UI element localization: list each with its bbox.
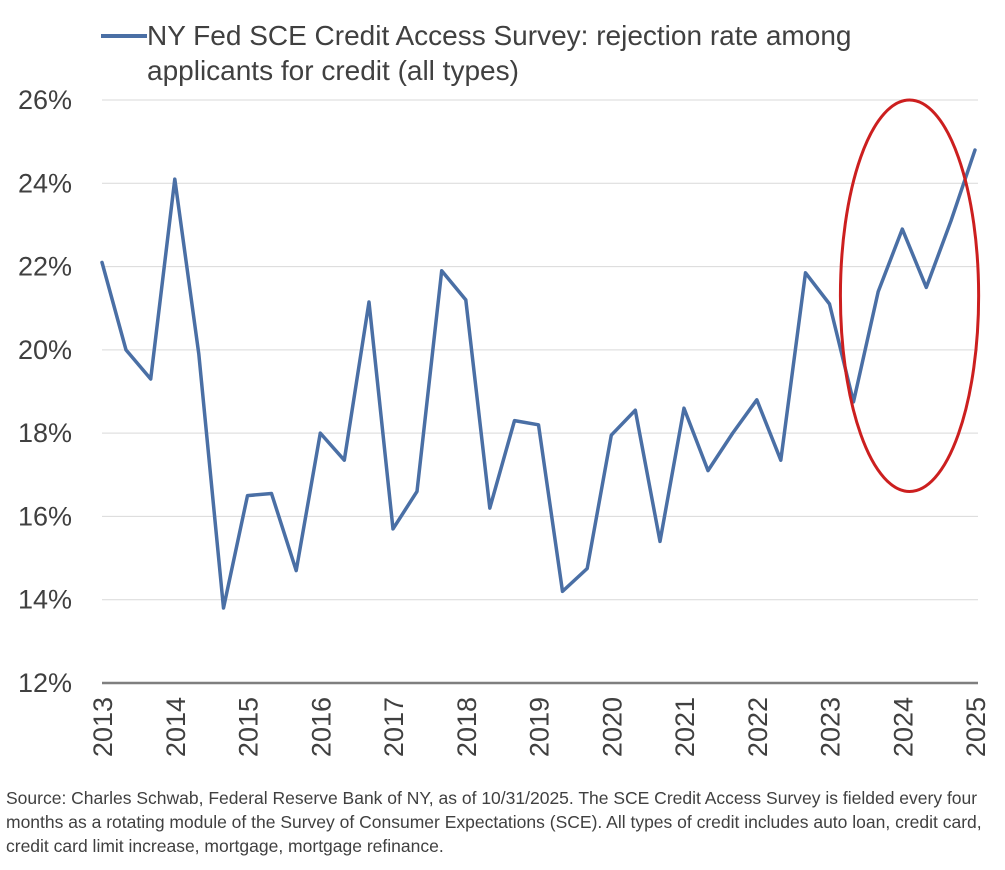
x-tick-label: 2021	[670, 697, 700, 757]
y-tick-label: 18%	[18, 418, 72, 448]
gridlines	[102, 99, 978, 601]
y-tick-label: 20%	[18, 335, 72, 365]
x-tick-label: 2014	[161, 697, 191, 757]
y-tick-label: 26%	[18, 85, 72, 115]
highlight-ellipse	[838, 98, 981, 493]
y-tick-label: 24%	[18, 168, 72, 198]
y-axis: 12% 14% 16% 18% 20% 22% 24% 26%	[18, 85, 72, 698]
x-tick-label: 2016	[306, 697, 336, 757]
line-chart: 12%14%16%18%20%22%24%26% 2013 2014 2015 201…	[18, 20, 991, 757]
x-tick-label: 2015	[234, 697, 264, 757]
x-tick-label: 2025	[961, 697, 991, 757]
legend: NY Fed SCE Credit Access Survey: rejecti…	[101, 20, 851, 86]
legend-label-line1: NY Fed SCE Credit Access Survey: rejecti…	[147, 20, 851, 51]
series-line	[100, 148, 977, 610]
x-tick-label: 2017	[379, 697, 409, 757]
x-tick-label: 2013	[88, 697, 118, 757]
y-tick-label: 14%	[18, 585, 72, 615]
y-tick-label: 12%	[18, 668, 72, 698]
x-tick-label: 2023	[816, 697, 846, 757]
legend-label-line2: applicants for credit (all types)	[147, 55, 519, 86]
x-tick-label: 2022	[743, 697, 773, 757]
x-tick-label: 2019	[525, 697, 555, 757]
y-tick-label: 22%	[18, 252, 72, 282]
source-note: Source: Charles Schwab, Federal Reserve …	[6, 788, 982, 856]
x-tick-label: 2018	[452, 697, 482, 757]
x-tick-label: 2024	[888, 697, 918, 757]
x-axis: 2013 2014 2015 2016 2017 2018 2019 2020 2021 2022…	[88, 681, 991, 757]
y-tick-label: 16%	[18, 501, 72, 531]
x-tick-label: 2020	[597, 697, 627, 757]
